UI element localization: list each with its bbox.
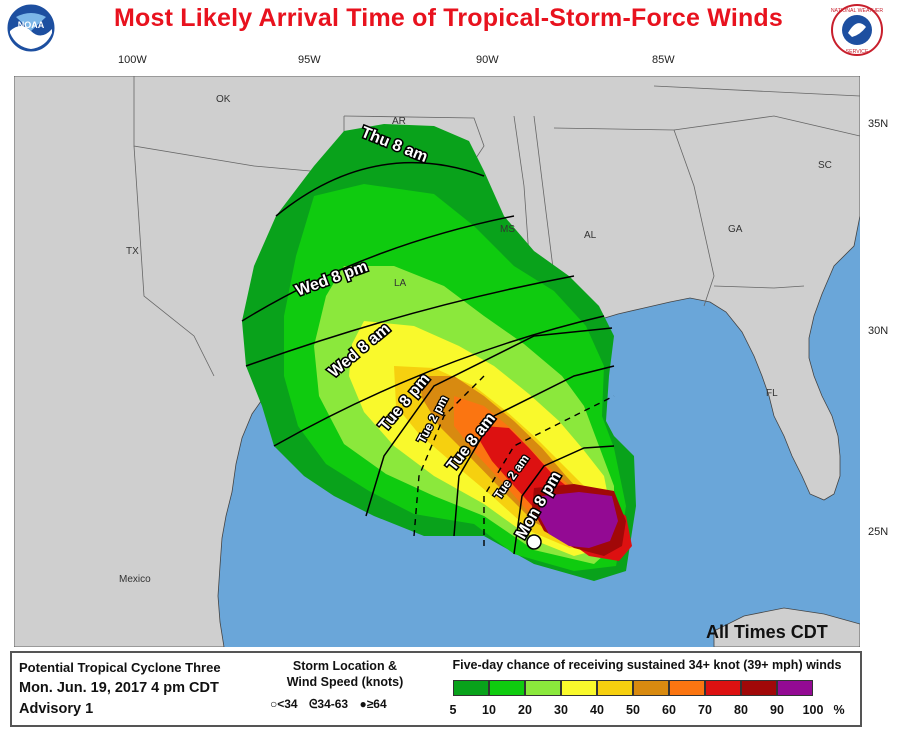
isochrone-thu-8am	[275, 161, 485, 217]
state-label-fl: FL	[766, 388, 778, 399]
state-label-ms: MS	[500, 224, 515, 235]
probability-swatch	[525, 680, 561, 696]
storm-location-marker	[526, 534, 542, 550]
probability-tick-label: 20	[518, 703, 532, 717]
lat-label-30n: 30N	[868, 325, 889, 337]
isochrone-mon-late	[513, 445, 615, 555]
isochrone-label-wed-8pm: Wed 8 pm	[294, 258, 371, 300]
isochrone-label-tue-2pm: Tue 2 pm	[414, 393, 451, 445]
isochrone-mon-8pm	[453, 365, 615, 537]
state-label-ok: OK	[216, 94, 231, 105]
storm-key-weak: ○<34	[270, 697, 298, 711]
isochrone-tue-8am	[365, 327, 613, 517]
lat-label-25n: 25N	[868, 526, 889, 538]
probability-tick-label: 80	[734, 703, 748, 717]
svg-text:SERVICE: SERVICE	[846, 49, 869, 55]
isochrone-label-wed-8am: Wed 8 am	[326, 320, 394, 381]
isochrones	[241, 161, 615, 555]
storm-key-weak-label: <34	[277, 697, 298, 711]
storm-location-key-title: Storm Location & Wind Speed (knots)	[265, 658, 425, 690]
probability-unit: %	[833, 703, 845, 717]
probability-swatch	[489, 680, 525, 696]
isochrone-label-tue-2am: Tue 2 am	[491, 452, 532, 502]
advisory-datetime: Mon. Jun. 19, 2017 4 pm CDT	[19, 680, 219, 696]
probability-tick-label: 50	[626, 703, 640, 717]
storm-key-title-line2: Wind Speed (knots)	[286, 675, 404, 689]
isochrone-label-mon-8pm: Mon 8 pm	[513, 469, 565, 542]
storm-key-title-line1: Storm Location &	[292, 659, 398, 673]
lon-label-95w: 95W	[298, 54, 321, 66]
map-labels-layer: OK AR TX LA MS AL GA SC FL Mexico Thu 8 …	[119, 94, 832, 642]
all-times-note: All Times CDT	[706, 622, 828, 642]
probability-tick-label: 60	[662, 703, 676, 717]
probability-tick-label: 40	[590, 703, 604, 717]
lon-label-90w: 90W	[476, 54, 499, 66]
state-label-al: AL	[584, 230, 597, 241]
isochrone-label-thu-8am: Thu 8 am	[359, 124, 430, 166]
probability-legend-title: Five-day chance of receiving sustained 3…	[452, 658, 842, 672]
state-label-ar: AR	[392, 116, 406, 127]
legend-panel: Potential Tropical Cyclone Three Mon. Ju…	[10, 651, 862, 727]
svg-text:NOAA: NOAA	[18, 20, 45, 30]
storm-key-strong-label: ≥64	[366, 697, 387, 711]
probability-swatch	[633, 680, 669, 696]
isochrone-label-tue-8am: Tue 8 am	[444, 410, 499, 474]
storm-key-medium: ᘓ34-63	[308, 697, 349, 711]
state-label-ga: GA	[728, 224, 743, 235]
probability-swatch	[597, 680, 633, 696]
country-label-mexico: Mexico	[119, 574, 151, 585]
isochrone-tue-2am	[483, 395, 615, 546]
isochrone-wed-8am	[245, 275, 575, 367]
probability-tick-label: 90	[770, 703, 784, 717]
isochrone-tue-8pm	[273, 315, 605, 447]
nws-logo: NATIONAL WEATHER SERVICE	[831, 4, 884, 56]
probability-swatch	[705, 680, 741, 696]
lon-label-85w: 85W	[652, 54, 675, 66]
probability-tick-label: 100	[802, 703, 824, 717]
storm-key-medium-label: 34-63	[317, 697, 349, 711]
advisory-info: Potential Tropical Cyclone Three Mon. Ju…	[19, 657, 221, 720]
state-label-sc: SC	[818, 160, 832, 171]
map-title: Most Likely Arrival Time of Tropical-Sto…	[113, 4, 784, 32]
probability-swatch	[561, 680, 597, 696]
storm-name: Potential Tropical Cyclone Three	[19, 660, 221, 675]
lon-label-100w: 100W	[118, 54, 147, 66]
isochrone-wed-8pm	[241, 215, 515, 322]
advisory-number: Advisory 1	[19, 701, 94, 717]
lat-label-35n: 35N	[868, 118, 889, 130]
arrival-time-map	[14, 76, 860, 647]
isochrone-tue-2pm	[413, 375, 485, 537]
probability-swatch	[741, 680, 777, 696]
probability-tick-label: 10	[482, 703, 496, 717]
probability-tick-label: 70	[698, 703, 712, 717]
storm-key-items: ○<34 ᘓ34-63 ●≥64	[270, 697, 395, 712]
storm-key-strong: ●≥64	[359, 697, 387, 711]
probability-swatch	[669, 680, 705, 696]
probability-swatch	[777, 680, 813, 696]
state-label-la: LA	[394, 278, 407, 289]
probability-tick-label: 30	[554, 703, 568, 717]
probability-tick-label: 5	[449, 703, 457, 717]
isochrones-dashed	[413, 375, 615, 546]
probability-swatch	[453, 680, 489, 696]
svg-text:NATIONAL WEATHER: NATIONAL WEATHER	[831, 8, 884, 14]
noaa-logo: NOAA	[6, 3, 56, 53]
probability-shading	[242, 124, 636, 581]
state-label-tx: TX	[126, 246, 139, 257]
land-mass	[14, 76, 860, 647]
cuba	[713, 607, 860, 647]
